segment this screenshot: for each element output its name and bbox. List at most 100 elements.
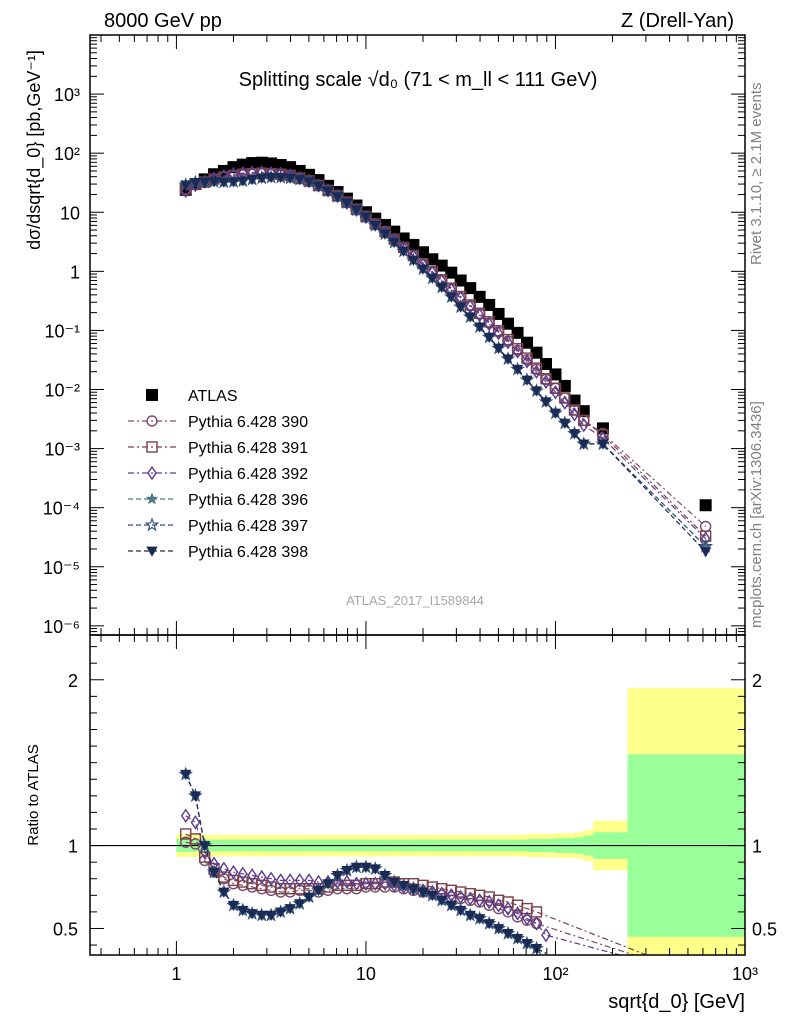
data-point-mc (312, 181, 325, 192)
data-point-mc (549, 382, 562, 394)
x-tick-label: 1 (171, 964, 181, 984)
rivet-version-label: Rivet 3.1.10, ≥ 2.1M events (748, 82, 765, 266)
data-point-mc (473, 322, 486, 333)
ratio-point-mc (227, 900, 240, 912)
ratio-point-mc (511, 934, 524, 945)
data-point-mc (521, 375, 533, 386)
data-point-mc (540, 373, 552, 385)
data-point-atlas (549, 368, 562, 381)
ratio-point-mc (190, 815, 201, 830)
x-tick-label: 10³ (732, 964, 758, 984)
ratio-tick-label-left: 2 (68, 671, 78, 691)
x-axis-label: sqrt{d_0} [GeV] (608, 991, 745, 1013)
data-point-atlas (530, 346, 543, 359)
ratio-point-mc (436, 895, 448, 907)
data-point-mc (227, 177, 240, 188)
data-point-mc (341, 198, 353, 209)
ratio-point-mc (303, 892, 315, 903)
ratio-point-mc (369, 864, 381, 875)
ratio-point-mc (541, 927, 551, 943)
y-tick-label: 10 (60, 203, 80, 223)
data-point-atlas (397, 232, 410, 245)
ratio-point-mc (294, 873, 305, 888)
data-point-mc (284, 173, 296, 184)
ratio-tick-label-right: 2 (752, 671, 762, 691)
data-point-mc (464, 312, 476, 323)
y-tick-label: 10⁻² (44, 381, 80, 401)
legend-marker (147, 465, 157, 481)
data-point-mc (493, 325, 504, 341)
ratio-point-mc (426, 890, 439, 902)
ratio-series-group (178, 766, 649, 955)
data-point-mc (445, 292, 457, 303)
data-point-atlas (255, 156, 268, 169)
ratio-point-mc (502, 929, 514, 940)
data-point-mc (331, 192, 344, 203)
ratio-tick-label-left: 1 (68, 837, 78, 857)
data-point-atlas (407, 238, 420, 251)
data-point-mc (293, 174, 306, 186)
ratio-point-mc (218, 887, 230, 898)
data-point-atlas (274, 159, 287, 172)
data-point-mc (502, 333, 514, 346)
ratio-point-mc (342, 874, 352, 890)
ratio-point-mc (484, 894, 495, 910)
ratio-point-mc (228, 864, 239, 880)
ratio-point-mc (312, 885, 325, 897)
top-y-axis-label: dσ/dsqrt{d_0} [pb,GeV⁻¹] (24, 50, 45, 250)
ratio-point-mc (189, 791, 202, 802)
energy-label: 8000 GeV pp (104, 10, 222, 32)
data-point-mc (492, 324, 505, 337)
data-point-mc (199, 177, 211, 188)
legend-label: ATLAS (188, 388, 238, 405)
data-point-mc (569, 407, 580, 422)
ratio-point-mc (256, 910, 268, 922)
y-tick-label: 10⁻³ (44, 440, 80, 460)
data-point-mc (189, 178, 202, 189)
watermark: ATLAS_2017_I1589844 (346, 593, 484, 608)
data-point-mc (578, 439, 590, 450)
data-point-mc (237, 176, 249, 187)
ratio-point-mc (275, 873, 286, 888)
data-point-mc (303, 177, 315, 188)
data-point-mc (454, 302, 467, 313)
data-point-mc (492, 343, 505, 355)
data-point-atlas (426, 253, 439, 266)
series-line-top (185, 171, 707, 540)
data-point-mc (568, 404, 581, 416)
ratio-point-mc (293, 899, 306, 910)
ratio-tick-label-right: 1 (752, 837, 762, 857)
ratio-point-mc (454, 905, 467, 917)
data-point-mc (388, 237, 400, 249)
data-point-mc (550, 384, 561, 400)
ratio-point-mc (503, 901, 513, 916)
ratio-point-mc (397, 880, 410, 892)
data-point-mc (522, 354, 532, 369)
legend-marker (146, 441, 158, 453)
data-point-mc (180, 180, 192, 191)
ratio-point-mc (284, 904, 296, 915)
data-point-atlas (445, 266, 458, 279)
ratio-point-mc (199, 841, 211, 852)
data-point-atlas (483, 298, 496, 311)
ratio-point-mc (417, 887, 429, 898)
data-point-mc (350, 205, 363, 216)
data-point-mc (360, 212, 372, 223)
data-point-mc (502, 354, 514, 365)
legend-marker (146, 415, 158, 427)
y-tick-label: 10⁻¹ (44, 321, 80, 341)
ratio-point-mc (464, 910, 476, 922)
ratio-y-axis-label: Ratio to ATLAS (25, 744, 42, 845)
ratio-point-mc (304, 873, 314, 888)
x-tick-label: 10² (542, 964, 568, 984)
ratio-point-mc (530, 943, 543, 955)
data-point-atlas (568, 394, 581, 407)
data-point-mc (578, 417, 589, 433)
data-point-atlas (521, 336, 534, 349)
data-point-mc (246, 174, 258, 186)
legend-label: Pythia 6.428 391 (188, 440, 308, 457)
data-point-atlas (473, 290, 486, 303)
data-point-atlas (246, 157, 259, 170)
data-point-mc (426, 273, 439, 284)
ratio-point-mc (465, 891, 476, 906)
